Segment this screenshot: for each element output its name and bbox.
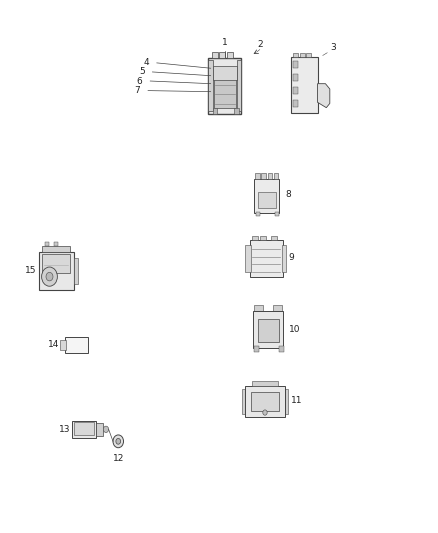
FancyBboxPatch shape	[268, 173, 272, 179]
FancyBboxPatch shape	[252, 236, 258, 240]
FancyBboxPatch shape	[214, 77, 236, 108]
FancyBboxPatch shape	[212, 52, 218, 58]
Text: 2: 2	[257, 39, 262, 49]
FancyBboxPatch shape	[213, 66, 237, 80]
FancyBboxPatch shape	[54, 242, 58, 246]
FancyBboxPatch shape	[208, 58, 241, 114]
FancyBboxPatch shape	[242, 389, 246, 414]
Text: 14: 14	[48, 341, 59, 349]
FancyBboxPatch shape	[256, 212, 260, 216]
FancyBboxPatch shape	[252, 381, 278, 386]
FancyBboxPatch shape	[293, 53, 298, 57]
FancyBboxPatch shape	[291, 57, 318, 113]
Text: 15: 15	[25, 266, 36, 275]
Polygon shape	[318, 84, 330, 108]
FancyBboxPatch shape	[227, 52, 233, 58]
Text: 5: 5	[139, 68, 145, 76]
FancyBboxPatch shape	[219, 52, 225, 58]
FancyBboxPatch shape	[234, 108, 239, 114]
FancyBboxPatch shape	[42, 246, 70, 252]
FancyBboxPatch shape	[260, 236, 266, 240]
FancyBboxPatch shape	[279, 346, 284, 352]
FancyBboxPatch shape	[293, 74, 298, 80]
Text: 10: 10	[289, 325, 300, 334]
Text: 6: 6	[137, 77, 142, 85]
FancyBboxPatch shape	[254, 305, 263, 311]
Circle shape	[116, 439, 120, 444]
FancyBboxPatch shape	[253, 311, 283, 348]
Text: 13: 13	[59, 425, 70, 434]
FancyBboxPatch shape	[300, 53, 305, 57]
FancyBboxPatch shape	[293, 87, 298, 94]
Text: 3: 3	[330, 43, 336, 52]
FancyBboxPatch shape	[261, 173, 266, 179]
FancyBboxPatch shape	[284, 389, 288, 414]
FancyBboxPatch shape	[39, 252, 74, 290]
FancyBboxPatch shape	[258, 192, 276, 208]
Circle shape	[42, 267, 57, 286]
Text: 11: 11	[291, 397, 303, 405]
FancyBboxPatch shape	[245, 386, 285, 417]
FancyBboxPatch shape	[74, 422, 94, 435]
Text: 4: 4	[143, 59, 149, 67]
FancyBboxPatch shape	[237, 60, 241, 111]
Text: 1: 1	[222, 38, 228, 47]
FancyBboxPatch shape	[45, 242, 49, 246]
FancyBboxPatch shape	[245, 245, 251, 272]
FancyBboxPatch shape	[273, 305, 282, 311]
FancyBboxPatch shape	[213, 108, 217, 114]
FancyBboxPatch shape	[274, 173, 278, 179]
FancyBboxPatch shape	[293, 61, 298, 68]
Text: 9: 9	[289, 253, 294, 262]
FancyBboxPatch shape	[96, 423, 103, 436]
FancyBboxPatch shape	[271, 236, 277, 240]
FancyBboxPatch shape	[74, 258, 78, 284]
FancyBboxPatch shape	[42, 254, 70, 273]
Text: 7: 7	[134, 86, 140, 95]
FancyBboxPatch shape	[275, 212, 279, 216]
FancyBboxPatch shape	[306, 53, 311, 57]
FancyBboxPatch shape	[208, 60, 213, 111]
FancyBboxPatch shape	[255, 173, 260, 179]
Circle shape	[113, 435, 124, 448]
FancyBboxPatch shape	[258, 319, 279, 342]
Circle shape	[46, 272, 53, 281]
FancyBboxPatch shape	[282, 245, 286, 272]
FancyBboxPatch shape	[60, 340, 66, 350]
Circle shape	[263, 410, 267, 415]
FancyBboxPatch shape	[254, 179, 279, 213]
FancyBboxPatch shape	[251, 392, 279, 411]
FancyBboxPatch shape	[65, 337, 88, 353]
Text: 12: 12	[113, 454, 124, 463]
FancyBboxPatch shape	[254, 346, 259, 352]
Text: 8: 8	[286, 190, 291, 199]
Circle shape	[103, 426, 109, 433]
FancyBboxPatch shape	[72, 421, 96, 438]
FancyBboxPatch shape	[250, 240, 283, 277]
FancyBboxPatch shape	[293, 100, 298, 107]
